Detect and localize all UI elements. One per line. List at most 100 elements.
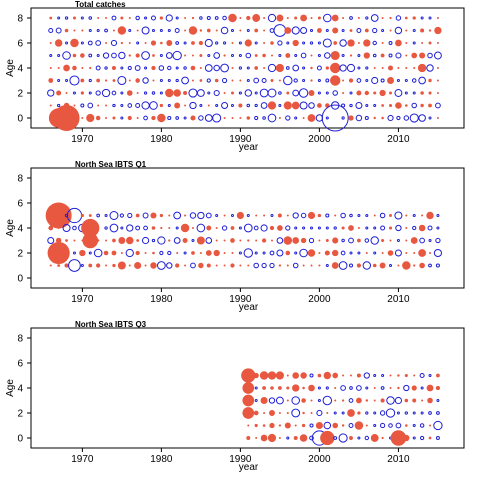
positive-residual-bubble: [54, 39, 63, 47]
positive-residual-bubble: [105, 264, 108, 267]
negative-residual-bubble: [294, 251, 298, 255]
positive-residual-bubble: [56, 90, 62, 96]
negative-residual-bubble: [309, 435, 314, 441]
positive-residual-bubble: [389, 374, 392, 377]
positive-residual-bubble: [429, 252, 432, 254]
negative-residual-bubble: [57, 79, 61, 82]
negative-residual-bubble: [388, 53, 393, 58]
positive-residual-bubble: [275, 63, 285, 73]
positive-residual-bubble: [380, 53, 385, 58]
positive-residual-bubble: [373, 399, 376, 402]
negative-residual-bubble: [221, 102, 229, 109]
negative-residual-bubble: [88, 78, 92, 83]
negative-residual-bubble: [349, 91, 353, 95]
positive-residual-bubble: [263, 29, 266, 32]
positive-residual-bubble: [341, 399, 345, 402]
positive-residual-bubble: [215, 29, 218, 32]
negative-residual-bubble: [310, 226, 314, 230]
negative-residual-bubble: [222, 77, 228, 84]
positive-residual-bubble: [354, 421, 364, 430]
x-tick-label: 1980: [150, 294, 173, 305]
negative-residual-bubble: [270, 214, 274, 217]
negative-residual-bubble: [206, 78, 211, 83]
negative-residual-bubble: [317, 386, 321, 390]
positive-residual-bubble: [286, 91, 290, 95]
negative-residual-bubble: [386, 396, 395, 405]
positive-residual-bubble: [80, 91, 84, 95]
positive-residual-bubble: [81, 29, 84, 32]
negative-residual-bubble: [262, 251, 266, 255]
negative-residual-bubble: [183, 251, 187, 255]
positive-residual-bubble: [373, 67, 376, 69]
negative-residual-bubble: [48, 27, 54, 34]
negative-residual-bubble: [380, 386, 385, 390]
positive-residual-bubble: [188, 26, 198, 35]
negative-residual-bubble: [365, 214, 369, 217]
positive-residual-bubble: [136, 29, 139, 32]
positive-residual-bubble: [267, 433, 277, 443]
y-tick-label: 8: [17, 334, 23, 345]
positive-residual-bubble: [166, 40, 173, 46]
positive-residual-bubble: [413, 252, 416, 254]
negative-residual-bubble: [309, 28, 314, 33]
negative-residual-bubble: [188, 88, 198, 98]
positive-residual-bubble: [151, 226, 156, 230]
negative-residual-bubble: [419, 372, 425, 379]
positive-residual-bubble: [436, 117, 439, 119]
negative-residual-bubble: [260, 224, 268, 232]
negative-residual-bubble: [370, 236, 379, 245]
positive-residual-bubble: [283, 236, 293, 245]
negative-residual-bubble: [175, 226, 179, 230]
positive-residual-bubble: [317, 103, 322, 108]
y-axis-label: Age: [5, 379, 16, 397]
positive-residual-bubble: [387, 65, 394, 71]
negative-residual-bubble: [253, 262, 259, 269]
negative-residual-bubble: [254, 386, 258, 390]
y-tick-label: 6: [17, 359, 23, 370]
negative-residual-bubble: [428, 16, 432, 20]
negative-residual-bubble: [278, 54, 282, 57]
positive-residual-bubble: [223, 214, 226, 217]
negative-residual-bubble: [278, 91, 282, 95]
positive-residual-bubble: [105, 239, 108, 242]
positive-residual-bubble: [320, 430, 335, 446]
negative-residual-bubble: [230, 54, 234, 57]
positive-residual-bubble: [302, 264, 305, 267]
negative-residual-bubble: [259, 88, 269, 98]
negative-residual-bubble: [349, 251, 353, 255]
positive-residual-bubble: [168, 214, 171, 217]
positive-residual-bubble: [128, 79, 131, 82]
positive-residual-bubble: [206, 28, 211, 33]
positive-residual-bubble: [180, 223, 190, 233]
positive-residual-bubble: [310, 264, 313, 267]
negative-residual-bubble: [394, 249, 402, 257]
positive-residual-bubble: [184, 17, 187, 19]
negative-residual-bubble: [213, 64, 220, 72]
positive-residual-bubble: [55, 237, 62, 244]
positive-residual-bubble: [120, 41, 124, 45]
negative-residual-bubble: [339, 39, 347, 47]
negative-residual-bubble: [404, 411, 408, 415]
positive-residual-bubble: [72, 53, 77, 58]
negative-residual-bubble: [365, 411, 369, 415]
negative-residual-bubble: [355, 114, 363, 122]
negative-residual-bubble: [419, 423, 425, 428]
positive-residual-bubble: [45, 202, 72, 229]
negative-residual-bubble: [365, 79, 369, 82]
positive-residual-bubble: [112, 238, 116, 243]
negative-residual-bubble: [372, 27, 378, 34]
positive-residual-bubble: [356, 397, 362, 404]
negative-residual-bubble: [325, 386, 329, 390]
negative-residual-bubble: [183, 116, 187, 120]
negative-residual-bubble: [150, 15, 156, 21]
positive-residual-bubble: [223, 54, 226, 57]
negative-residual-bubble: [254, 115, 259, 121]
positive-residual-bubble: [135, 213, 140, 218]
positive-residual-bubble: [278, 79, 281, 82]
positive-residual-bubble: [429, 424, 432, 427]
positive-residual-bubble: [332, 422, 339, 429]
negative-residual-bubble: [294, 226, 298, 230]
negative-residual-bubble: [396, 411, 400, 415]
positive-residual-bubble: [260, 434, 268, 442]
negative-residual-bubble: [128, 29, 132, 32]
